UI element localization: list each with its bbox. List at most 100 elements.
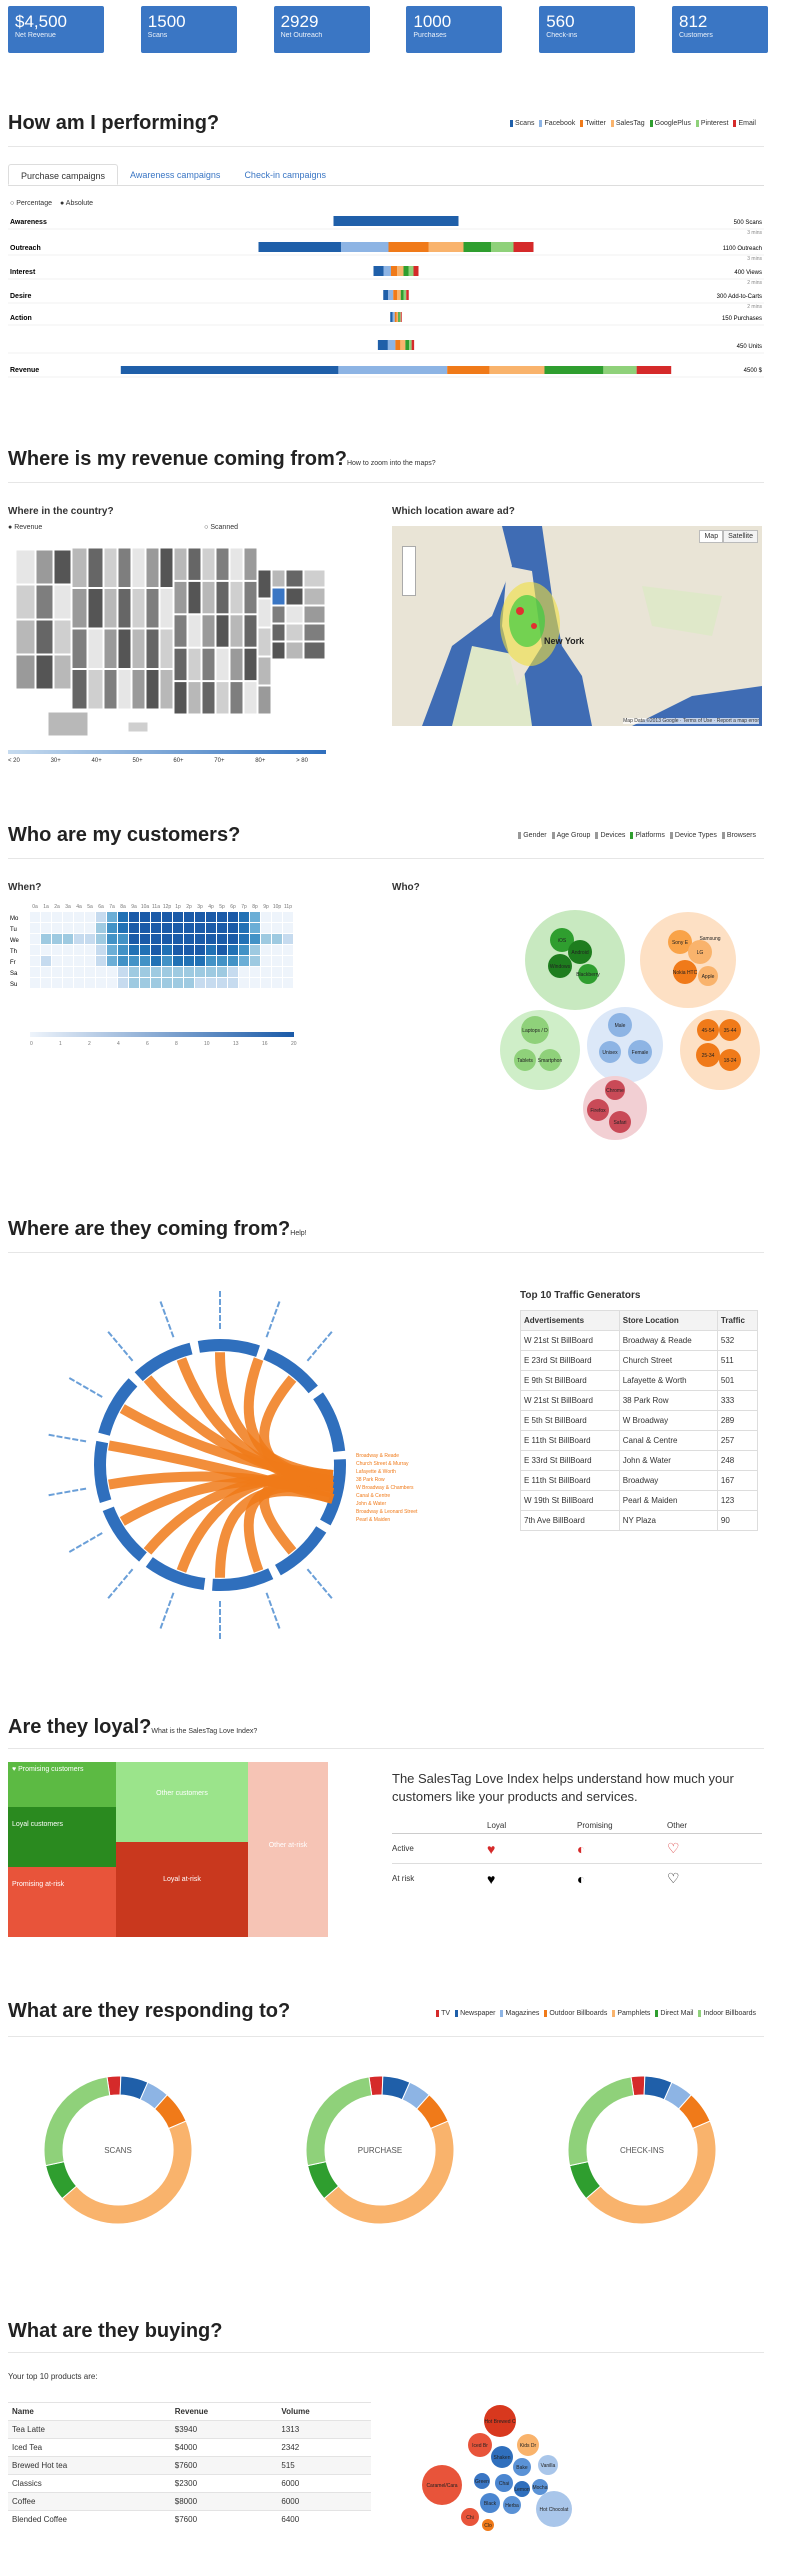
legend-item[interactable]: Twitter [580, 120, 606, 127]
table-row[interactable]: Tea Latte $3940 1313 [8, 2420, 371, 2439]
revenue-value: 4500 $ [744, 368, 763, 374]
legend-item[interactable]: Pamphlets [612, 2010, 650, 2017]
radio-absolute[interactable]: ● Absolute [60, 200, 94, 207]
table-row[interactable]: E 33rd St BillBoard John & Water 248 [520, 1450, 759, 1471]
treemap-promising-customers[interactable]: ♥ Promising customers [8, 1762, 116, 1807]
radio-revenue[interactable]: ● Revenue [8, 524, 43, 531]
performing-title: How am I performing? [8, 112, 220, 134]
column-header[interactable]: Volume [277, 2402, 371, 2421]
satellite-button[interactable]: Satellite [723, 530, 758, 543]
google-map[interactable]: Map Satellite New York Map Data ©2013 Go… [392, 526, 762, 726]
table-row[interactable]: Brewed Hot tea $7600 515 [8, 2456, 371, 2475]
legend-item[interactable]: Platforms [630, 832, 665, 839]
bubble-label: Male [615, 1023, 626, 1029]
state-shape [35, 619, 54, 655]
treemap-promising-at-risk[interactable]: Promising at-risk [8, 1867, 116, 1937]
heat-cell [41, 934, 51, 944]
divider [8, 1252, 764, 1253]
zoom-help-link[interactable]: How to zoom into the maps? [346, 460, 436, 467]
legend-item[interactable]: Facebook [539, 120, 575, 127]
legend-item[interactable]: GooglePlus [649, 120, 691, 127]
kpi-check-ins[interactable]: 560 Check-ins [539, 6, 636, 53]
table-row[interactable]: E 5th St BillBoard W Broadway 289 [520, 1410, 759, 1431]
column-header[interactable]: Traffic [716, 1310, 759, 1331]
kpi-net-outreach[interactable]: 2929 Net Outreach [273, 6, 370, 53]
traffic-help-link[interactable]: Help! [290, 1230, 307, 1237]
tab-purchase-campaigns[interactable]: Purchase campaigns [8, 164, 119, 185]
column-header[interactable]: Advertisements [520, 1310, 620, 1331]
legend-item[interactable]: Device Types [669, 832, 717, 839]
state-shape [257, 685, 272, 715]
heat-cell [272, 923, 282, 933]
table-row[interactable]: Classics $2300 6000 [8, 2474, 371, 2493]
legend-item[interactable]: Browsers [721, 832, 756, 839]
funnel-bar [411, 340, 415, 350]
column-header[interactable]: Store Location [618, 1310, 718, 1331]
chord-tick [327, 1593, 333, 1599]
state-shape [257, 598, 272, 628]
legend-item[interactable]: Devices [595, 832, 625, 839]
tab-check-in-campaigns[interactable]: Check-in campaigns [244, 170, 326, 180]
treemap-other-at-risk[interactable]: Other at-risk [248, 1762, 328, 1937]
legend-item[interactable]: Email [733, 120, 756, 127]
legend-item[interactable]: Newspaper [455, 2010, 495, 2017]
kpi-customers[interactable]: 812 Customers [671, 6, 768, 53]
treemap-other-customers[interactable]: Other customers [116, 1762, 248, 1842]
state-shape [117, 547, 132, 588]
table-row[interactable]: Blended Coffee $7600 6400 [8, 2510, 371, 2528]
table-row[interactable]: W 21st St BillBoard 38 Park Row 333 [520, 1390, 759, 1411]
legend-item[interactable]: Direct Mail [655, 2010, 693, 2017]
legend-item[interactable]: Magazines [500, 2010, 539, 2017]
funnel-bar [400, 340, 406, 350]
legend-item[interactable]: TV [436, 2010, 450, 2017]
map-button[interactable]: Map [699, 530, 724, 543]
legend-item[interactable]: Outdoor Billboards [544, 2010, 607, 2017]
chord-tick [56, 1491, 63, 1495]
tab-awareness-campaigns[interactable]: Awareness campaigns [130, 170, 221, 180]
state-shape [303, 569, 326, 588]
map-zoom-control[interactable] [402, 546, 416, 596]
radio-scanned[interactable]: ○ Scanned [204, 524, 238, 531]
state-shape [257, 627, 272, 657]
table-row[interactable]: Iced Tea $4000 2342 [8, 2438, 371, 2457]
hour-label: 11a [152, 904, 160, 910]
legend-item[interactable]: Age Group [551, 832, 590, 839]
kpi-scans[interactable]: 1500 Scans [140, 6, 237, 53]
legend-item[interactable]: Gender [518, 832, 547, 839]
bubble [697, 1019, 719, 1041]
product-bubble-label: Lemon [514, 2487, 530, 2493]
us-choropleth-map[interactable] [8, 540, 348, 740]
table-row[interactable]: E 9th St BillBoard Lafayette & Worth 501 [520, 1370, 759, 1391]
heat-cell [63, 923, 73, 933]
chord-ribbon [108, 1440, 335, 1504]
heat-cell [52, 967, 62, 977]
heat-scale-label: 6 [146, 1041, 149, 1047]
table-row[interactable]: E 23rd St BillBoard Church Street 511 [520, 1350, 759, 1371]
legend-item[interactable]: Indoor Billboards [698, 2010, 756, 2017]
bubble [599, 1041, 621, 1063]
legend-item[interactable]: Scans [510, 120, 534, 127]
kpi-purchases[interactable]: 1000 Purchases [406, 6, 503, 53]
map-footer: Map Data ©2013 Google · Terms of Use · R… [623, 718, 759, 724]
love-index-help-link[interactable]: What is the SalesTag Love Index? [151, 1728, 258, 1735]
radio-percentage[interactable]: ○ Percentage [10, 200, 52, 207]
row-label: Interest [10, 269, 36, 276]
row-label: Awareness [10, 219, 47, 226]
heat-cell [173, 912, 183, 922]
legend-item[interactable]: Pinterest [695, 120, 728, 127]
funnel-bar [388, 290, 394, 300]
table-row[interactable]: W 21st St BillBoard Broadway & Reade 532 [520, 1330, 759, 1351]
product-bubble [538, 2455, 558, 2475]
legend-item[interactable]: SalesTag [610, 120, 645, 127]
column-header[interactable]: Revenue [170, 2402, 278, 2421]
kpi-net-revenue[interactable]: $4,500 Net Revenue [8, 6, 104, 53]
table-row[interactable]: E 11th St BillBoard Broadway 167 [520, 1470, 759, 1491]
table-row[interactable]: 7th Ave BillBoard NY Plaza 90 [520, 1510, 759, 1531]
column-header[interactable]: Name [8, 2402, 171, 2421]
treemap-loyal-at-risk[interactable]: Loyal at-risk [116, 1842, 248, 1937]
scale-label: 80+ [255, 758, 266, 764]
treemap-loyal-customers[interactable]: Loyal customers [8, 1807, 116, 1867]
table-row[interactable]: E 11th St BillBoard Canal & Centre 257 [520, 1430, 759, 1451]
table-row[interactable]: Coffee $8000 6000 [8, 2492, 371, 2511]
table-row[interactable]: W 19th St BillBoard Pearl & Maiden 123 [520, 1490, 759, 1511]
